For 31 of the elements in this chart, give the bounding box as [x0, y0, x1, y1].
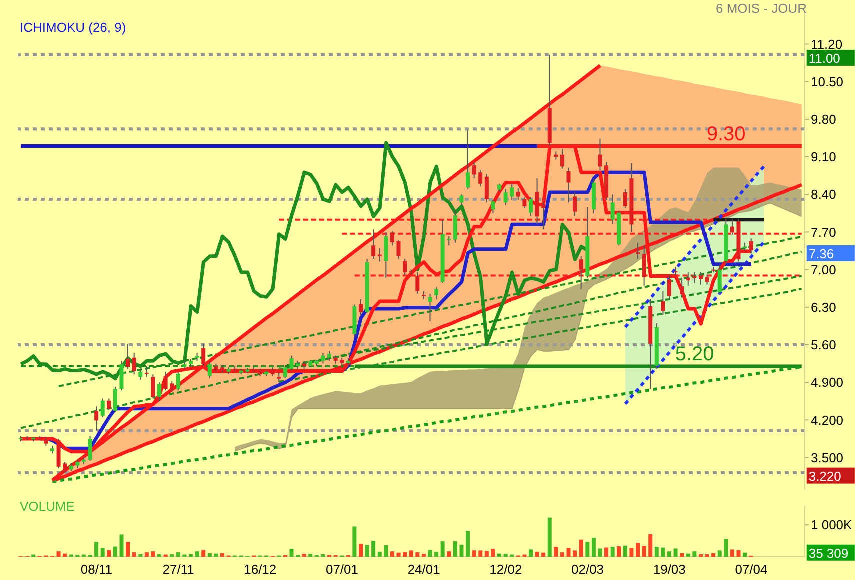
y-tick-label: 9.10	[811, 150, 836, 165]
chart-subtitle: 6 MOIS - JOUR	[716, 1, 807, 16]
annotation: 5.20	[675, 343, 714, 366]
x-tick-label: 27/11	[162, 562, 194, 578]
x-tick-label: 02/03	[572, 562, 604, 578]
ref-line-label: 3.220	[808, 468, 842, 484]
y-tick-label: 1 000K	[811, 518, 853, 533]
y-tick-label: 11.20	[811, 36, 843, 52]
x-tick-label: 24/01	[408, 562, 440, 578]
text: 7.36	[808, 246, 834, 262]
y-tick-label: 3.500	[811, 450, 844, 466]
text: 35 309	[808, 546, 849, 561]
y-tick-label: 7.70	[811, 224, 836, 240]
x-tick-label: 16/12	[244, 562, 277, 578]
y-tick-label: 5.60	[811, 338, 836, 353]
x-tick-label: 07/01	[326, 562, 359, 578]
y-tick-label: 4.900	[811, 375, 844, 390]
chart-title: VOLUME	[20, 499, 75, 514]
x-tick-label: 07/04	[735, 562, 768, 578]
ref-line-label: 11.00	[808, 50, 840, 66]
y-tick-label: 10.50	[811, 74, 844, 90]
y-tick-label: 4.200	[811, 412, 844, 428]
annotation: 9.30	[706, 123, 746, 146]
x-tick-label: 19/03	[653, 562, 686, 578]
annotation: ICHIMOKU (26, 9)	[20, 20, 126, 35]
y-tick-label: 9.80	[811, 112, 836, 128]
x-tick-label: 12/02	[490, 562, 522, 578]
x-tick-label: 08/11	[80, 562, 112, 578]
y-tick-label: 6.30	[811, 300, 836, 316]
y-tick-label: 8.40	[811, 187, 836, 202]
y-tick-label: 7.00	[811, 262, 836, 278]
